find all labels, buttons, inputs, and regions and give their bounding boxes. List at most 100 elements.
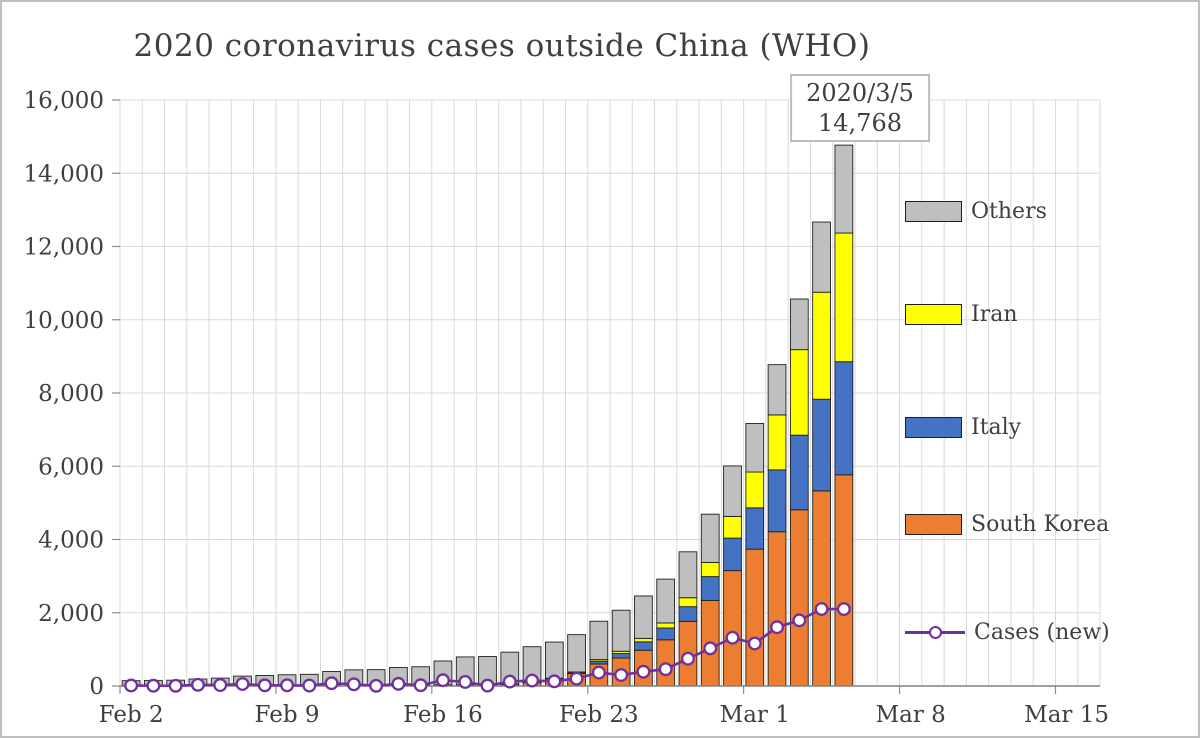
bar-segment	[656, 627, 676, 641]
y-axis-tick-label: 8,000	[38, 381, 104, 407]
new-cases-marker	[547, 674, 562, 689]
x-axis-tick-label: Feb 9	[255, 702, 320, 728]
bar-segment	[812, 221, 831, 293]
bar-segment	[634, 637, 653, 643]
new-cases-marker	[235, 677, 250, 691]
new-cases-markers	[124, 602, 851, 693]
bar-segment	[634, 595, 653, 639]
x-axis-tick-label: Feb 2	[99, 702, 164, 728]
bar-segment	[789, 509, 809, 687]
annotation-value: 14,768	[818, 109, 902, 137]
new-cases-marker	[324, 676, 339, 691]
bar-segment	[767, 414, 787, 471]
new-cases-marker	[436, 673, 450, 688]
bar-segment	[723, 537, 742, 572]
new-cases-marker	[257, 678, 272, 693]
y-axis-tick-label: 4,000	[38, 528, 104, 554]
new-cases-marker	[213, 678, 228, 693]
x-axis-tick-label: Feb 16	[403, 702, 483, 728]
legend-entry-iran: Iran	[905, 301, 1018, 327]
bar-segment	[723, 465, 742, 517]
new-cases-marker	[413, 678, 428, 693]
new-cases-marker	[502, 674, 517, 689]
x-axis-tick-label: Feb 23	[559, 702, 639, 728]
legend-line-dot	[928, 625, 942, 639]
bar-segment	[656, 578, 676, 624]
bar-segment	[656, 622, 676, 629]
bar-segment	[678, 551, 698, 599]
bar-segment	[834, 474, 854, 687]
legend-swatch-iran	[905, 303, 962, 325]
legend-entry-south-korea: South Korea	[905, 511, 1109, 537]
legend-swatch-south-korea	[905, 513, 962, 535]
new-cases-marker	[591, 665, 606, 680]
gridlines	[119, 99, 1101, 686]
bar-segment	[611, 609, 631, 652]
bar-segment	[812, 291, 831, 400]
legend-entry-cases-new: Cases (new)	[905, 619, 1110, 645]
legend-label-south-korea: South Korea	[971, 511, 1110, 537]
axis-labels: 0 2,000 4,000 6,000 8,000 10,000 12,000 14,000 1…	[24, 88, 1109, 728]
bar-segment	[567, 634, 586, 673]
bar-segment	[678, 597, 698, 608]
bar-segment	[745, 422, 765, 473]
bar-segment	[745, 471, 765, 509]
new-cases-marker	[280, 678, 294, 693]
bar-segment	[700, 576, 720, 601]
new-cases-marker	[747, 636, 762, 651]
new-cases-marker	[146, 678, 161, 693]
bar-segment	[812, 490, 831, 687]
new-cases-marker	[124, 678, 139, 693]
new-cases-marker	[725, 630, 740, 645]
bar-segment	[767, 364, 787, 416]
legend-label-italy: Italy	[971, 414, 1022, 440]
new-cases-marker	[636, 664, 651, 679]
new-cases-marker	[614, 668, 629, 682]
new-cases-marker	[525, 673, 539, 688]
bar-segment	[544, 641, 564, 679]
bar-segment	[723, 570, 742, 687]
bar-segment	[700, 513, 720, 563]
legend-swatch-italy	[905, 416, 962, 438]
y-axis-tick-label: 14,000	[24, 161, 104, 187]
bar-segment	[834, 144, 854, 234]
new-cases-marker	[814, 602, 829, 616]
bar-segment	[789, 434, 809, 511]
new-cases-marker	[391, 676, 406, 691]
bar-segment	[700, 561, 720, 578]
new-cases-marker	[792, 613, 807, 628]
bar-segment	[634, 641, 653, 651]
y-axis-tick-label: 6,000	[38, 454, 104, 480]
y-axis-tick-label: 10,000	[24, 308, 104, 334]
legend-swatch-others	[905, 200, 962, 222]
axis-ticks	[112, 99, 1057, 694]
y-axis-tick-label: 16,000	[24, 88, 104, 114]
x-axis-tick-label: Mar 1	[720, 702, 790, 728]
bar-segment	[789, 298, 809, 351]
bar-segment	[589, 620, 609, 661]
bar-segment	[834, 232, 854, 363]
bar-segment	[745, 507, 765, 550]
legend-line-marker-icon	[905, 620, 965, 644]
new-cases-marker	[191, 677, 205, 692]
new-cases-marker	[302, 678, 317, 693]
legend-label-others: Others	[971, 198, 1047, 224]
annotation-date: 2020/3/5	[806, 79, 914, 107]
y-axis-tick-label: 12,000	[24, 235, 104, 261]
chart-title: 2020 coronavirus cases outside China (WH…	[133, 28, 871, 64]
new-cases-marker	[836, 602, 851, 617]
bar-segment	[723, 515, 742, 539]
new-cases-marker	[346, 677, 361, 692]
y-axis-tick-label: 0	[89, 674, 104, 700]
bar-segment	[789, 349, 809, 436]
legend-entry-italy: Italy	[905, 414, 1021, 440]
legend-label-iran: Iran	[971, 301, 1018, 327]
legend-entry-others: Others	[905, 198, 1047, 224]
new-cases-marker	[458, 674, 473, 689]
annotation-box: 2020/3/5 14,768	[790, 74, 930, 142]
bar-segment	[812, 398, 831, 492]
bar-segment	[611, 653, 631, 659]
new-cases-marker	[658, 662, 673, 677]
new-cases-marker	[168, 678, 183, 693]
